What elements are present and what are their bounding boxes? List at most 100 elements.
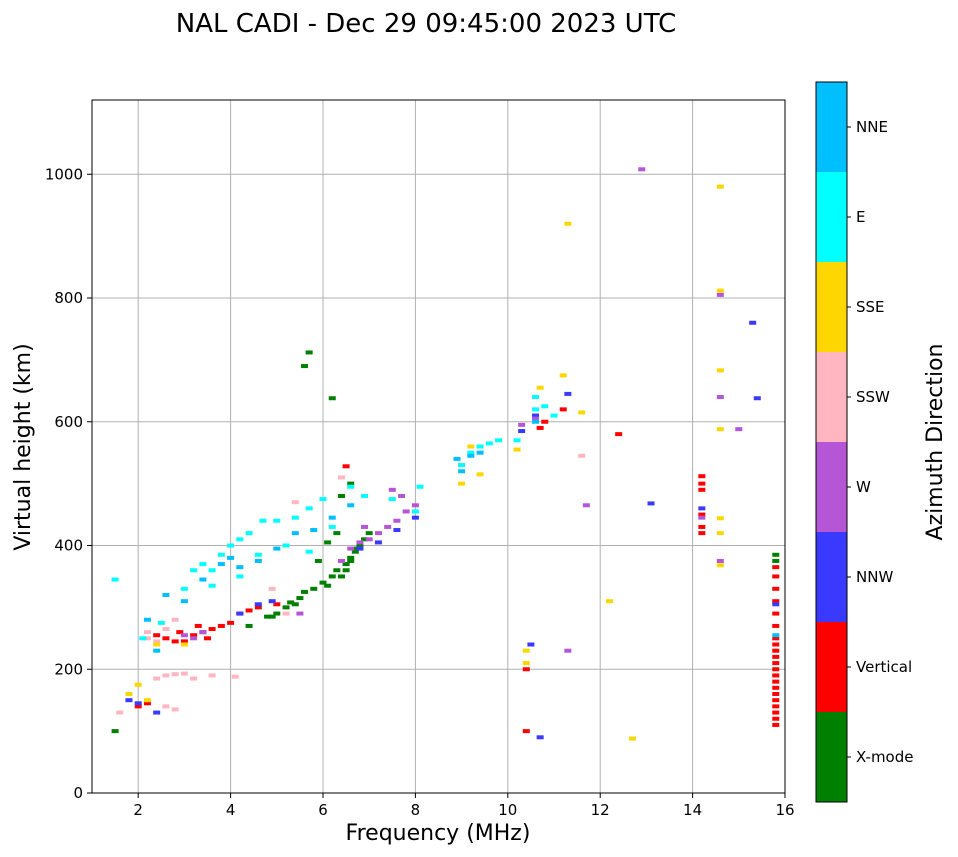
- data-point-nne: [328, 515, 336, 520]
- data-point-vertical: [772, 698, 780, 703]
- data-point-sse: [605, 599, 613, 604]
- x-tick-label: 8: [411, 801, 421, 819]
- data-point-x-mode: [772, 552, 780, 557]
- data-point-nnw: [536, 735, 544, 740]
- data-point-w: [365, 537, 373, 542]
- data-point-vertical: [153, 633, 161, 638]
- data-point-x-mode: [351, 549, 359, 554]
- data-point-nne: [143, 617, 151, 622]
- data-point-ssw: [190, 676, 198, 681]
- data-points: [111, 167, 780, 741]
- data-point-sse: [559, 373, 567, 378]
- data-point-e: [485, 441, 493, 446]
- colorbar-segment: [816, 442, 847, 532]
- data-point-e: [273, 518, 281, 523]
- data-point-nne: [162, 593, 170, 597]
- data-point-w: [337, 558, 345, 563]
- data-point-e: [361, 494, 369, 498]
- data-point-e: [388, 497, 396, 502]
- data-point-sse: [716, 184, 724, 189]
- x-tick-label: 10: [498, 801, 517, 819]
- data-point-w: [735, 427, 743, 432]
- data-point-e: [139, 636, 147, 641]
- colorbar-tick-label: SSE: [856, 298, 885, 316]
- data-point-vertical: [134, 704, 142, 709]
- x-axis-ticks: 2 4 6 8 10 12 14 16: [133, 793, 795, 819]
- data-point-ssw: [162, 704, 170, 709]
- x-tick-label: 16: [775, 801, 794, 819]
- data-point-ssw: [268, 586, 276, 591]
- data-point-w: [199, 630, 207, 635]
- data-point-sse: [143, 698, 151, 703]
- data-point-nnw: [698, 506, 706, 511]
- data-point-e: [347, 484, 355, 489]
- data-point-e: [305, 506, 313, 511]
- data-point-e: [217, 552, 225, 557]
- data-point-ssw: [116, 710, 124, 715]
- data-point-vertical: [208, 627, 216, 632]
- data-point-nne: [236, 565, 244, 570]
- data-point-e: [476, 444, 484, 449]
- data-point-vertical: [615, 432, 623, 437]
- data-point-x-mode: [310, 586, 318, 591]
- data-point-x-mode: [319, 580, 327, 585]
- colorbar: X-mode Vertical NNW W SSW SSE E NNE: [815, 81, 913, 803]
- data-point-vertical: [772, 654, 780, 659]
- data-point-nnw: [564, 391, 572, 396]
- data-point-sse: [578, 410, 586, 415]
- colorbar-segment: [816, 262, 847, 352]
- data-point-vertical: [772, 710, 780, 715]
- data-point-vertical: [772, 722, 780, 727]
- data-point-ssw: [208, 673, 216, 678]
- y-axis-ticks: 0 200 400 600 800 1000: [45, 165, 92, 802]
- data-point-sse: [629, 736, 637, 741]
- data-point-x-mode: [333, 531, 341, 536]
- data-point-x-mode: [337, 494, 345, 498]
- data-point-x-mode: [268, 614, 276, 619]
- data-point-vertical: [522, 729, 530, 734]
- data-point-w: [296, 611, 304, 616]
- grid: [92, 100, 786, 794]
- data-point-nnw: [236, 611, 244, 616]
- colorbar-tick-label: E: [856, 208, 865, 226]
- data-point-vertical: [204, 636, 211, 641]
- data-point-e: [550, 413, 558, 418]
- chart-title: NAL CADI - Dec 29 09:45:00 2023 UTC: [176, 9, 676, 39]
- data-point-x-mode: [296, 596, 304, 601]
- data-point-sse: [564, 221, 572, 226]
- data-point-x-mode: [324, 583, 332, 588]
- data-point-nne: [227, 555, 235, 560]
- data-point-vertical: [541, 419, 549, 424]
- data-point-nne: [153, 648, 161, 653]
- data-point-x-mode: [347, 555, 355, 560]
- data-point-e: [208, 583, 216, 588]
- data-point-w: [402, 509, 410, 514]
- data-point-vertical: [772, 661, 780, 666]
- data-point-nnw: [356, 546, 364, 551]
- colorbar-label: Azimuth Direction: [923, 343, 948, 540]
- data-point-vertical: [772, 716, 780, 721]
- y-axis-label: Virtual height (km): [11, 343, 36, 550]
- colorbar-tick-label: NNE: [856, 118, 888, 136]
- data-point-nnw: [153, 710, 161, 715]
- data-point-ssw: [143, 636, 151, 641]
- data-point-sse: [716, 288, 724, 293]
- data-point-w: [716, 292, 724, 297]
- data-point-x-mode: [772, 558, 780, 563]
- data-point-nne: [476, 450, 484, 455]
- data-point-e: [513, 438, 521, 443]
- data-point-vertical: [772, 679, 780, 684]
- data-point-nnw: [753, 396, 761, 401]
- data-point-sse: [153, 642, 161, 647]
- data-point-e: [328, 524, 336, 529]
- data-point-nnw: [134, 701, 142, 706]
- data-point-e: [254, 552, 262, 557]
- data-point-ssw: [143, 630, 151, 635]
- data-point-e: [305, 549, 313, 554]
- data-point-w: [411, 503, 419, 508]
- data-point-e: [458, 463, 466, 468]
- data-point-ssw: [578, 453, 586, 458]
- data-point-vertical: [536, 425, 544, 430]
- y-tick-label: 600: [54, 413, 83, 431]
- x-tick-label: 6: [318, 801, 328, 819]
